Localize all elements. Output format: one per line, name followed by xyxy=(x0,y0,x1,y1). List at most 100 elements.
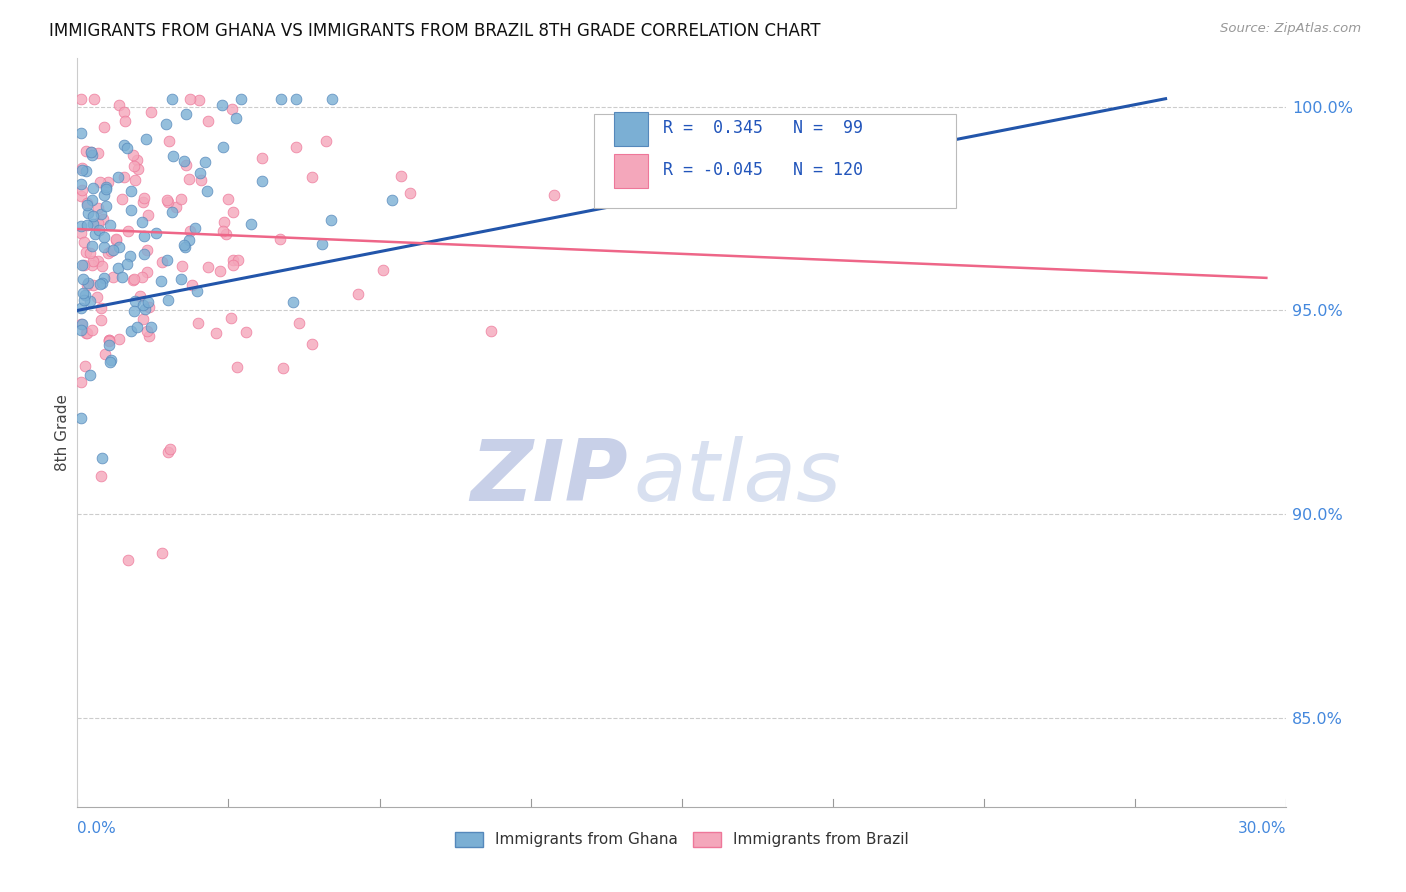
Point xyxy=(72,285,94,300)
Point xyxy=(157,134,180,148)
Point xyxy=(132,312,155,326)
Point xyxy=(347,287,370,301)
Point xyxy=(89,176,111,190)
Point xyxy=(157,444,180,458)
Point xyxy=(94,179,117,194)
Point xyxy=(150,255,173,269)
Point xyxy=(107,260,129,275)
Point xyxy=(93,229,115,244)
Point xyxy=(132,191,155,205)
Point xyxy=(79,294,101,309)
Point xyxy=(172,260,194,274)
Point xyxy=(86,254,108,268)
Point xyxy=(250,152,273,166)
Point xyxy=(139,320,162,334)
Point xyxy=(117,553,139,567)
Point xyxy=(70,226,93,240)
Point xyxy=(91,259,114,273)
Point xyxy=(155,117,177,131)
Point xyxy=(301,336,323,351)
Point xyxy=(91,276,114,290)
Point xyxy=(156,194,179,208)
Point xyxy=(240,217,263,231)
Point xyxy=(73,359,96,374)
Point xyxy=(138,329,160,343)
Point xyxy=(100,244,122,259)
Point xyxy=(93,271,115,285)
Point xyxy=(118,249,141,263)
Point xyxy=(108,240,131,254)
Point xyxy=(70,161,93,175)
Point xyxy=(82,217,104,231)
Point xyxy=(93,120,115,134)
Point xyxy=(132,229,155,244)
Point xyxy=(82,323,104,337)
Point xyxy=(122,160,145,174)
Point xyxy=(252,174,274,188)
Point xyxy=(100,352,122,367)
Point xyxy=(138,300,160,314)
Point xyxy=(70,258,93,272)
Point xyxy=(162,149,184,163)
Point xyxy=(188,93,211,107)
Point xyxy=(132,194,155,209)
Point xyxy=(83,92,105,106)
Point xyxy=(76,218,98,232)
Point xyxy=(543,188,565,202)
Point xyxy=(101,243,124,257)
Point xyxy=(122,273,145,287)
Text: ZIP: ZIP xyxy=(470,436,627,519)
Point xyxy=(82,253,104,268)
Point xyxy=(75,244,97,259)
Text: R =  0.345   N =  99: R = 0.345 N = 99 xyxy=(662,119,862,136)
Point xyxy=(120,184,142,198)
Point xyxy=(70,411,93,425)
Point xyxy=(100,218,122,232)
Point xyxy=(222,204,245,219)
Point xyxy=(228,253,250,268)
Point xyxy=(101,269,124,284)
Point xyxy=(212,224,235,238)
Point xyxy=(87,223,110,237)
Point xyxy=(179,224,201,238)
Point xyxy=(112,104,135,119)
Point xyxy=(381,193,404,207)
Point xyxy=(174,107,197,121)
Point xyxy=(70,127,93,141)
Point xyxy=(94,182,117,196)
Point xyxy=(124,173,146,187)
Point xyxy=(136,243,159,257)
Point xyxy=(90,312,112,326)
Point xyxy=(173,238,195,252)
Point xyxy=(160,92,183,106)
Point xyxy=(136,324,159,338)
Point xyxy=(205,326,228,340)
Point xyxy=(156,293,179,307)
Point xyxy=(76,195,98,210)
Point xyxy=(83,227,105,242)
Point xyxy=(135,132,157,146)
Point xyxy=(97,334,120,348)
Point xyxy=(87,145,110,160)
Point xyxy=(89,277,111,291)
Point xyxy=(112,137,135,152)
Point xyxy=(132,298,155,312)
Point xyxy=(134,301,156,316)
Point xyxy=(145,226,167,240)
Point xyxy=(129,289,152,303)
Point xyxy=(82,209,104,223)
Point xyxy=(127,161,149,176)
Point xyxy=(160,205,183,219)
Point xyxy=(212,214,235,228)
Point xyxy=(132,246,155,260)
Point xyxy=(87,201,110,215)
Point xyxy=(86,216,108,230)
Point xyxy=(80,145,103,159)
Point xyxy=(229,92,252,106)
Point xyxy=(195,184,218,198)
Point xyxy=(235,325,257,339)
Point xyxy=(301,169,323,184)
Text: IMMIGRANTS FROM GHANA VS IMMIGRANTS FROM BRAZIL 8TH GRADE CORRELATION CHART: IMMIGRANTS FROM GHANA VS IMMIGRANTS FROM… xyxy=(49,22,821,40)
Point xyxy=(319,212,342,227)
Point xyxy=(80,239,103,253)
